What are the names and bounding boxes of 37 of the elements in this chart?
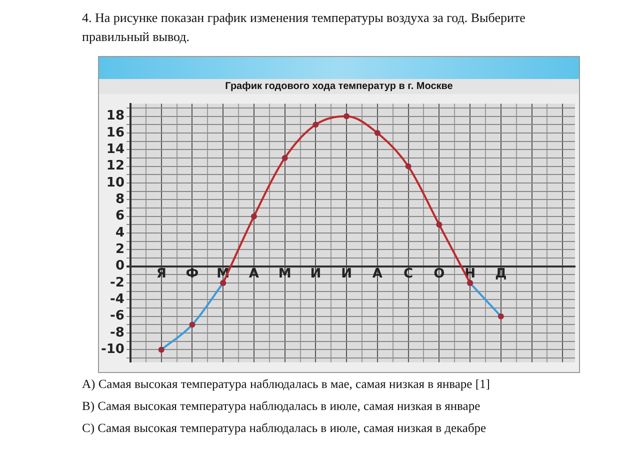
y-tick-label: 18 (106, 108, 124, 124)
point (405, 163, 412, 170)
x-tick-label: С (404, 266, 414, 282)
y-tick-label: -8 (110, 325, 124, 340)
x-tick-label: И (341, 266, 352, 282)
text: 4. На рисунке показан график изменения температуры воздуха за год. Выберите правильный вывод. (82, 9, 526, 46)
y-tick-label: 14 (106, 142, 124, 158)
text: А) Самая высокая температура наблюдалась в мае, самая низкая в январе [1] (82, 377, 491, 392)
y-tick-label: 0 (115, 258, 124, 274)
y-tick-label: 2 (115, 242, 124, 258)
y-tick-label: -2 (110, 275, 124, 290)
point (282, 154, 288, 161)
text: В) Самая высокая температура наблюдалась в июле, самая низкая в январе (82, 399, 482, 414)
x-tick-label: М (278, 266, 292, 282)
x-tick-label: О (434, 266, 445, 282)
y-tick-label: 8 (115, 192, 124, 208)
y-tick-label: 12 (106, 158, 124, 174)
y-tick-label: 6 (115, 208, 124, 224)
x-tick-label: А (372, 266, 382, 282)
x-tick-label: И (310, 266, 322, 282)
chart-title: График годового хода температур в г. Москве (99, 79, 579, 94)
x-tick-label: Ф (186, 266, 199, 282)
point (250, 213, 257, 220)
y-tick-label: 10 (106, 175, 124, 190)
text: С) Самая высокая температура наблюдалась в июле, самая низкая в декабре (82, 421, 488, 436)
y-tick-label: -6 (110, 308, 124, 324)
x-tick-label: А (248, 266, 259, 282)
x-tick-label: Я (156, 266, 166, 282)
y-tick-label: 4 (115, 225, 124, 240)
x-tick-label: Д (495, 266, 507, 282)
point (312, 122, 319, 128)
y-tick-label: -4 (110, 292, 124, 308)
y-tick-label: -10 (100, 342, 124, 358)
point (344, 113, 350, 120)
y-tick-label: 16 (106, 125, 124, 140)
point (374, 130, 380, 136)
point (436, 222, 442, 228)
